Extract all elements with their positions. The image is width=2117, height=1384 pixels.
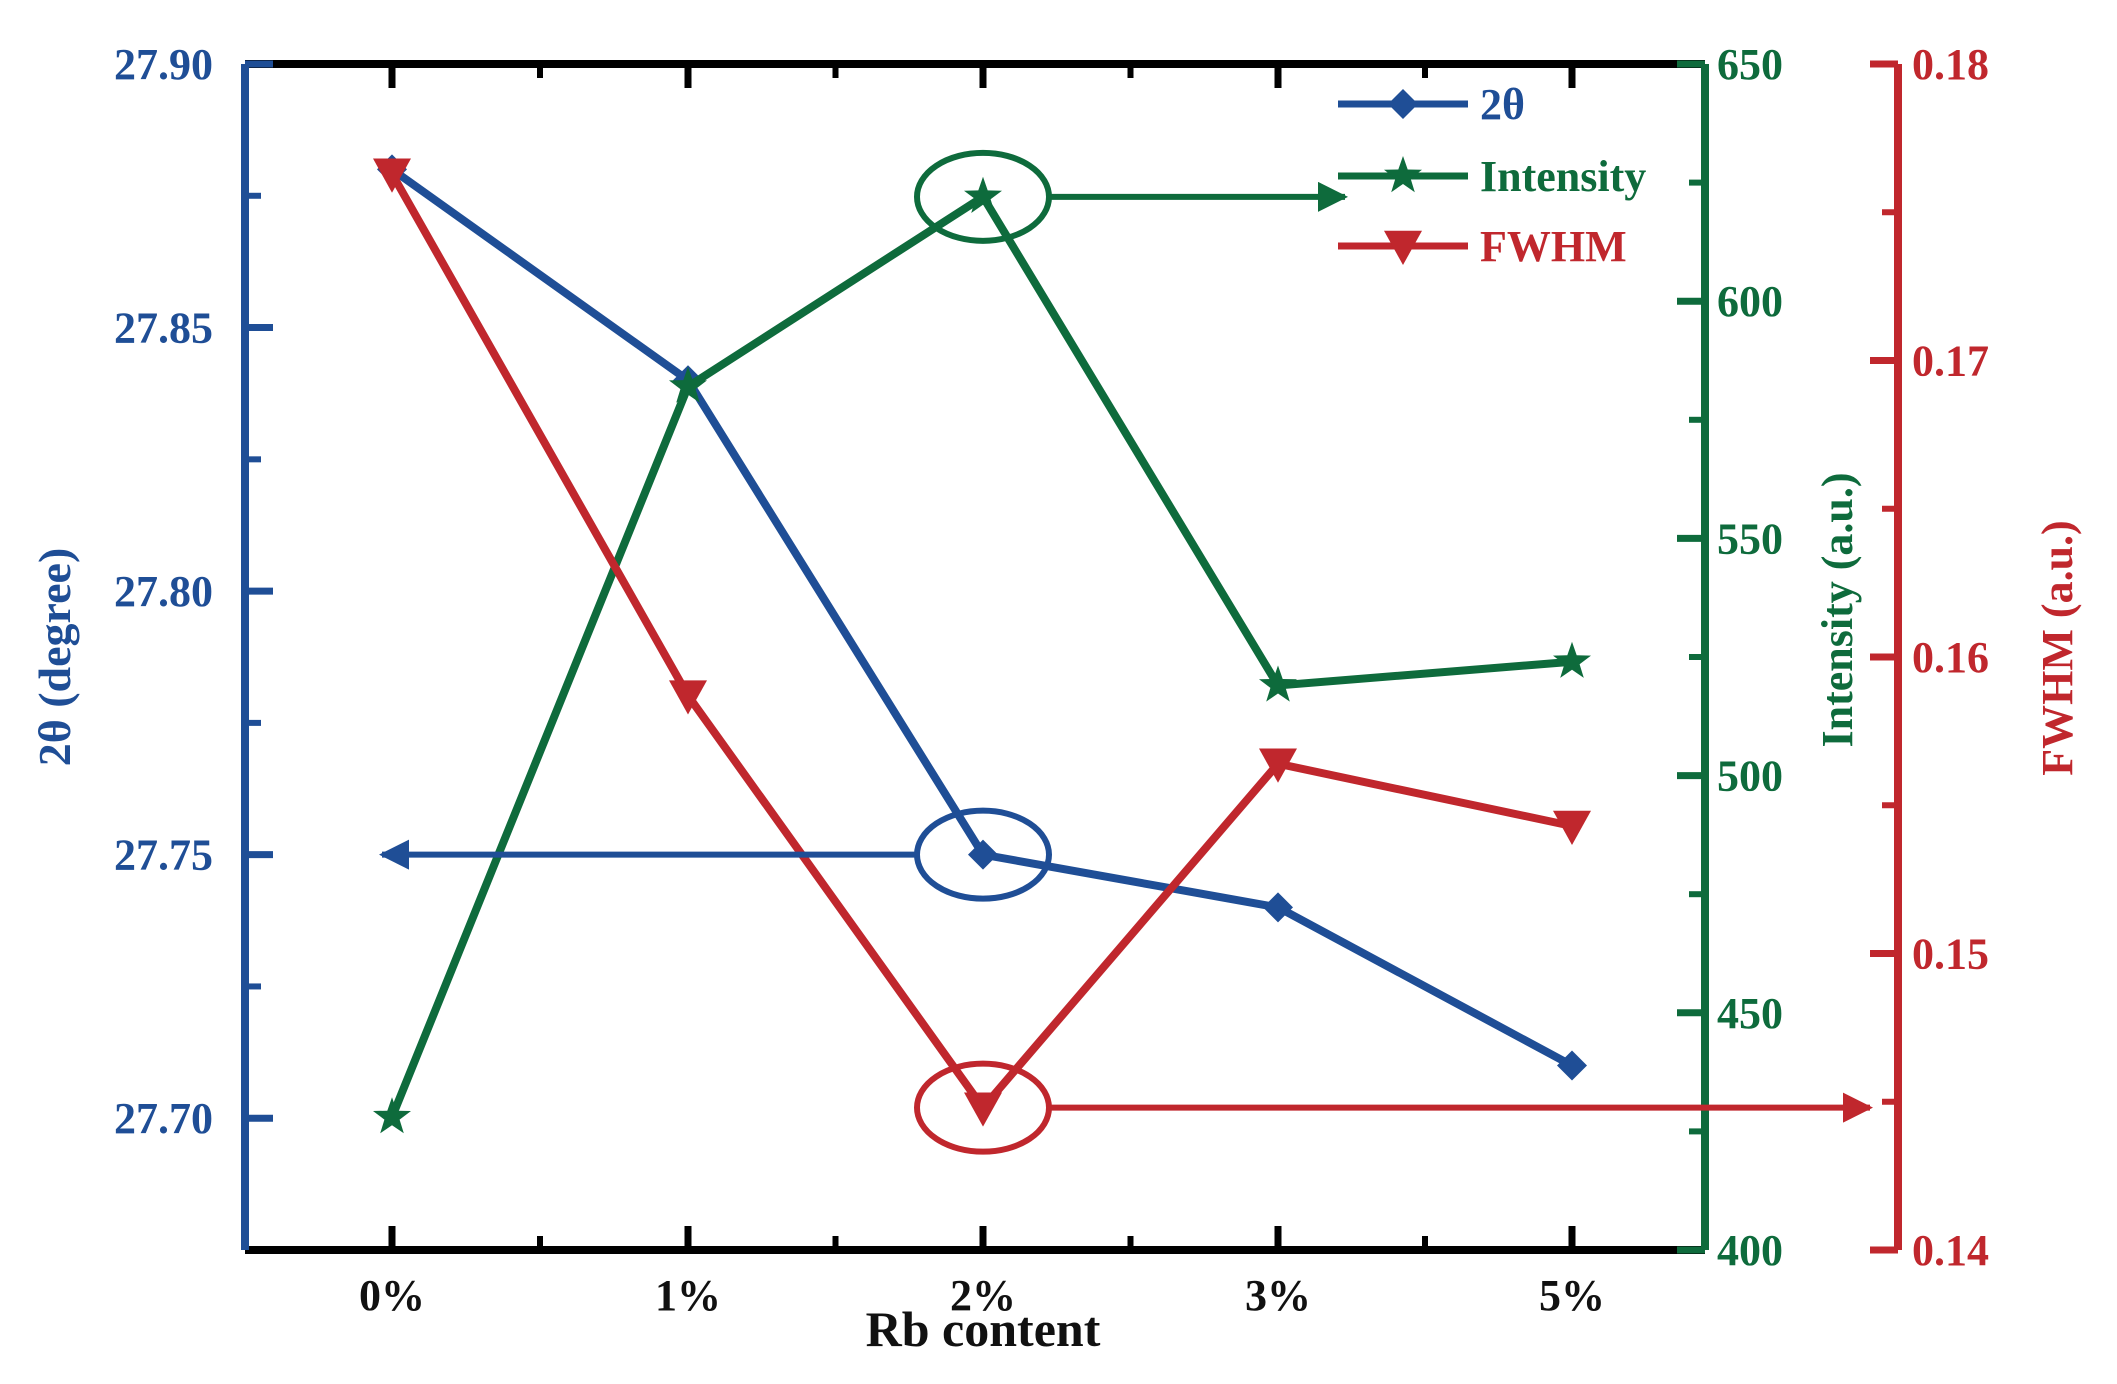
two-theta-point [968,839,998,870]
legend-intensity-label: Intensity [1480,152,1646,201]
legend-two-theta-marker [1388,89,1418,119]
fwhm-axis-label: FWHM (a.u.) [2033,520,2082,775]
left-axis-label: 2θ (degree) [29,548,80,767]
fwhm-point [1259,748,1297,783]
fwhm-tick-label: 0.17 [1912,337,1989,386]
left-tick-label: 27.85 [114,304,213,353]
x-axis-label: Rb content [866,1301,1101,1357]
fwhm-tick-label: 0.14 [1912,1226,1989,1275]
legend-fwhm-label: FWHM [1480,222,1627,271]
intensity-tick-label: 650 [1717,40,1783,89]
fwhm-point [964,1092,1002,1127]
two-theta-point [1557,1050,1587,1081]
fwhm-point [669,680,707,715]
fwhm-point [1553,810,1591,846]
x-tick-label: 0% [359,1271,425,1320]
intensity-point [669,366,707,403]
fwhm-tick-label: 0.18 [1912,40,1989,89]
fwhm-point [373,158,411,193]
intensity-series-line [388,191,1573,1119]
x-tick-label: 3% [1245,1271,1311,1320]
x-tick-label: 1% [655,1271,721,1320]
legend-fwhm-marker [1384,230,1422,265]
legend-intensity-marker [1384,156,1422,193]
intensity-point [1553,641,1591,678]
fwhm-tick-label: 0.15 [1912,930,1989,979]
two-theta-series-line [389,166,1574,1070]
left-tick-label: 27.75 [114,831,213,880]
intensity-tick-label: 550 [1717,514,1783,563]
intensity-point [1259,665,1297,702]
two-theta-point [1263,892,1293,923]
intensity-axis-label: Intensity (a.u.) [1813,472,1862,747]
fwhm-tick-label: 0.16 [1912,633,1989,682]
left-tick-label: 27.80 [114,567,213,616]
x-tick-label: 5% [1539,1271,1605,1320]
legend-two-theta-label: 2θ [1480,80,1525,129]
left-tick-label: 27.70 [114,1094,213,1143]
intensity-tick-label: 600 [1717,277,1783,326]
intensity-tick-label: 400 [1717,1226,1783,1275]
intensity-tick-label: 450 [1717,989,1783,1038]
intensity-point [373,1097,411,1134]
left-tick-label: 27.90 [114,40,213,89]
intensity-point [964,176,1002,213]
intensity-tick-label: 500 [1717,752,1783,801]
x-tick-label: 2% [950,1271,1016,1320]
